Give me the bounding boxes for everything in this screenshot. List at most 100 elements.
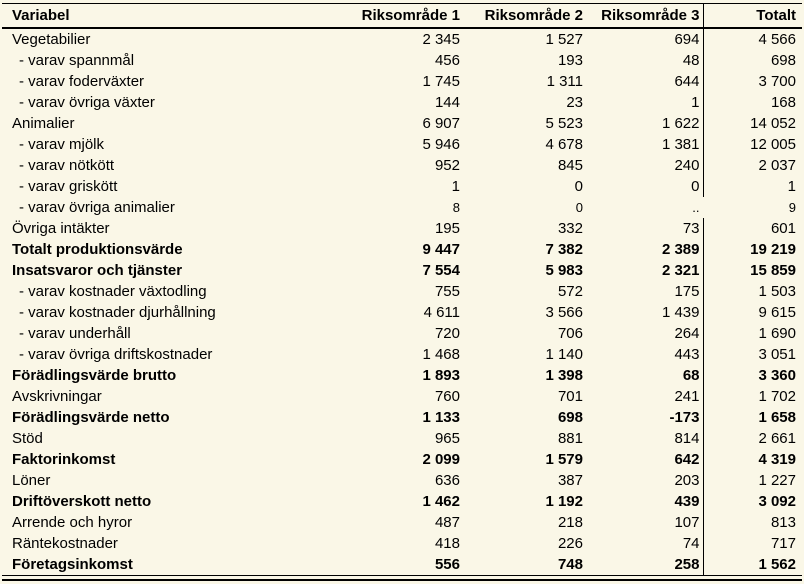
cell-value: 636 xyxy=(434,471,460,489)
table-row: Totalt produktionsvärde 9 447 7 382 2 389 19… xyxy=(2,238,802,260)
table-row: Arrende och hyror 487 218 107 813 xyxy=(2,511,802,533)
column-header-riksomrade-3: Riksområde 3 xyxy=(587,3,704,28)
table-row: Vegetabilier 2 345 1 527 694 4 566 xyxy=(2,27,802,50)
cell-value: 3 566 xyxy=(545,303,583,321)
row-label: - varav övriga animalier xyxy=(19,198,175,216)
row-label: - varav övriga växter xyxy=(19,93,155,111)
cell-value: 644 xyxy=(587,70,704,92)
cell-value: 601 xyxy=(770,219,796,237)
cell-value: 4 611 xyxy=(423,303,460,321)
cell-value: 1 192 xyxy=(545,492,583,510)
row-label: - varav nötkött xyxy=(19,156,115,174)
cell-value: 698 xyxy=(557,408,583,426)
cell-value: 2 321 xyxy=(587,259,704,281)
table-row: - varav spannmål 456 193 48 698 xyxy=(2,49,802,71)
table-row: Löner 636 387 203 1 227 xyxy=(2,469,802,491)
cell-value: 1 503 xyxy=(758,282,796,300)
row-label: Driftöverskott netto xyxy=(12,492,152,510)
table-row: Företagsinkomst 556 748 258 1 562 xyxy=(2,553,802,575)
row-label: Arrende och hyror xyxy=(12,513,133,531)
cell-value: 240 xyxy=(587,154,704,176)
cell-value: .. xyxy=(692,199,700,215)
table-row: Förädlingsvärde brutto 1 893 1 398 68 3 360 xyxy=(2,364,802,386)
cell-value: 4 319 xyxy=(758,450,796,468)
header-row: Variabel Riksområde 1 Riksområde 2 Rikso… xyxy=(2,3,802,28)
cell-value: 3 360 xyxy=(758,366,796,384)
cell-value: 487 xyxy=(434,513,460,531)
cell-value: 332 xyxy=(557,219,583,237)
cell-value: 7 554 xyxy=(422,261,460,279)
row-label: Faktorinkomst xyxy=(12,450,116,468)
cell-value: 642 xyxy=(587,448,704,470)
cell-value: 23 xyxy=(566,93,583,111)
cell-value: 1 133 xyxy=(422,408,460,426)
cell-value: 241 xyxy=(587,385,704,407)
cell-value: 418 xyxy=(434,534,460,552)
row-label: - varav foderväxter xyxy=(19,72,145,90)
table-row: Stöd 965 881 814 2 661 xyxy=(2,427,802,449)
cell-value: 4 678 xyxy=(545,135,583,153)
cell-value: 14 052 xyxy=(750,114,796,132)
row-label: Räntekostnader xyxy=(12,534,118,552)
cell-value: 144 xyxy=(434,93,460,111)
cell-value: 694 xyxy=(587,27,704,50)
cell-value: 9 xyxy=(788,199,796,215)
column-header-riksomrade-2: Riksområde 2 xyxy=(484,6,583,24)
cell-value: 701 xyxy=(557,387,583,405)
row-label: Övriga intäkter xyxy=(12,219,110,237)
table-row: Förädlingsvärde netto 1 133 698 -173 1 658 xyxy=(2,406,802,428)
cell-value: 1 658 xyxy=(758,408,796,426)
cell-value: 9 615 xyxy=(758,303,796,321)
cell-value: 12 005 xyxy=(750,135,796,153)
cell-value: 1 527 xyxy=(545,30,583,48)
cell-value: 698 xyxy=(770,51,796,69)
cell-value: 845 xyxy=(557,156,583,174)
table-row: - varav kostnader djurhållning 4 611 3 566… xyxy=(2,301,802,323)
row-label: - varav underhåll xyxy=(19,324,131,342)
cell-value: 74 xyxy=(587,532,704,554)
cell-value: 1 893 xyxy=(422,366,460,384)
table-row: - varav underhåll 720 706 264 1 690 xyxy=(2,322,802,344)
cell-value: 1 311 xyxy=(546,72,583,90)
cell-value: 3 092 xyxy=(758,492,796,510)
row-label: Löner xyxy=(12,471,51,489)
cell-value: 48 xyxy=(587,49,704,71)
cell-value: 8 xyxy=(452,199,460,215)
cell-value: 755 xyxy=(434,282,460,300)
cell-value: 2 389 xyxy=(587,238,704,260)
cell-value: 1 462 xyxy=(422,492,460,510)
cell-value: -173 xyxy=(587,406,704,428)
cell-value: 720 xyxy=(434,324,460,342)
cell-value: 952 xyxy=(434,156,460,174)
cell-value: 439 xyxy=(587,490,704,512)
cell-value: 748 xyxy=(557,555,583,573)
table-row: - varav övriga driftskostnader 1 468 1 140… xyxy=(2,343,802,365)
row-label: Företagsinkomst xyxy=(12,555,133,573)
row-label: - varav griskött xyxy=(19,177,118,195)
cell-value: 717 xyxy=(770,534,796,552)
cell-value: 387 xyxy=(557,471,583,489)
cell-value: 1 579 xyxy=(545,450,583,468)
table-row: Räntekostnader 418 226 74 717 xyxy=(2,532,802,554)
table-body: Vegetabilier 2 345 1 527 694 4 566- varav sp… xyxy=(2,27,802,575)
cell-value: 218 xyxy=(557,513,583,531)
cell-value: 1 622 xyxy=(587,112,704,134)
row-label: Förädlingsvärde brutto xyxy=(12,366,177,384)
cell-value: 203 xyxy=(587,469,704,491)
table-row: Avskrivningar 760 701 241 1 702 xyxy=(2,385,802,407)
cell-value: 1 439 xyxy=(587,301,704,323)
cell-value: 6 907 xyxy=(422,114,460,132)
cell-value: 0 xyxy=(575,199,583,215)
row-label: Stöd xyxy=(12,429,43,447)
cell-value: 2 661 xyxy=(758,429,796,447)
cell-value: 706 xyxy=(557,324,583,342)
cell-value: 1 227 xyxy=(758,471,796,489)
table-row: Övriga intäkter 195 332 73 601 xyxy=(2,217,802,239)
column-header-totalt: Totalt xyxy=(756,6,796,24)
cell-value: 0 xyxy=(587,175,704,197)
cell-value: 1 xyxy=(451,177,460,195)
cell-value: 556 xyxy=(434,555,460,573)
column-header-riksomrade-1: Riksområde 1 xyxy=(361,6,460,24)
cell-value: 1 690 xyxy=(758,324,796,342)
